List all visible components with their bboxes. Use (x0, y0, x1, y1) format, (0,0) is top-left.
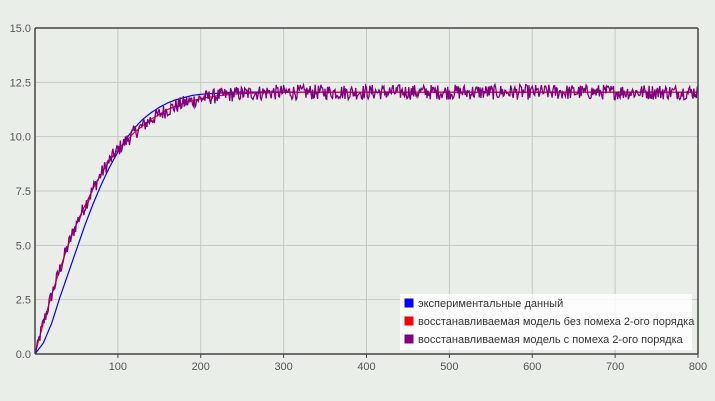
x-tick-label: 800 (689, 361, 707, 373)
y-tick-label: 2.5 (16, 295, 31, 307)
x-tick-label: 300 (274, 361, 292, 373)
x-tick-label: 500 (440, 361, 458, 373)
y-tick-label: 5.0 (16, 240, 31, 252)
y-tick-label: 10.0 (10, 132, 31, 144)
x-tick-label: 400 (357, 361, 375, 373)
y-tick-label: 0.0 (16, 349, 31, 361)
y-tick-label: 15.0 (10, 23, 31, 35)
legend-background (400, 294, 692, 350)
x-axis-ticks: 100 200 300 400 500 600 700 800 (109, 354, 707, 373)
y-tick-label: 7.5 (16, 186, 31, 198)
grid-lines (35, 28, 698, 354)
series-line-noisy-model (34, 82, 699, 355)
legend-swatch (403, 315, 415, 327)
series-layer (34, 82, 699, 355)
legend: экспериментальные данный восстанавливаема… (400, 294, 695, 350)
x-tick-label: 200 (192, 361, 210, 373)
y-axis-ticks: 0.0 2.5 5.0 7.5 10.0 12.5 15.0 (10, 23, 31, 361)
x-tick-label: 600 (523, 361, 541, 373)
legend-label: восстанавливаемая модель с помеха 2-ого … (418, 334, 684, 346)
y-tick-label: 12.5 (10, 77, 31, 89)
x-tick-label: 700 (606, 361, 624, 373)
legend-swatch (403, 333, 415, 345)
legend-label: восстанавливаемая модель без помеха 2-ог… (418, 316, 695, 328)
legend-swatch (403, 297, 415, 309)
legend-label: экспериментальные данный (418, 298, 563, 310)
x-tick-label: 100 (109, 361, 127, 373)
